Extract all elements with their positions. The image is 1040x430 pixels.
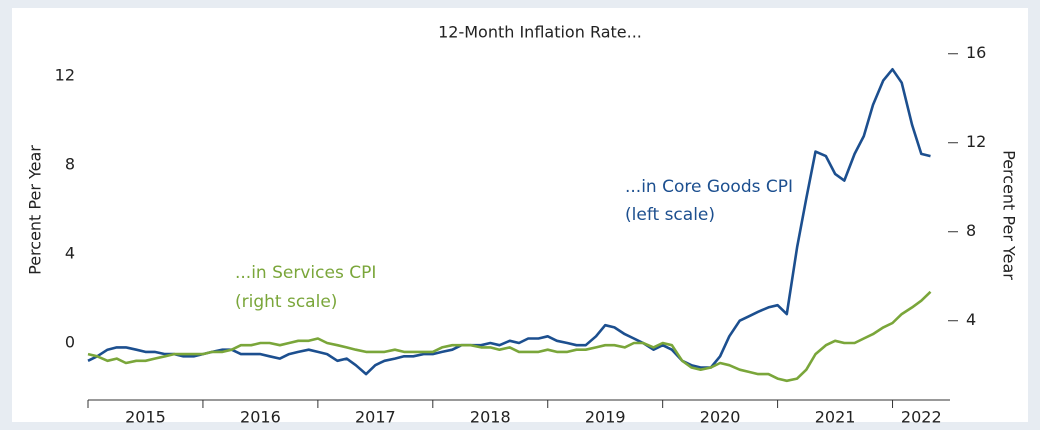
x-tick-label: 2019 <box>585 408 626 427</box>
x-tick-label: 2020 <box>700 408 741 427</box>
annotation: ...in Core Goods CPI <box>625 177 793 197</box>
x-tick-label: 2022 <box>901 408 942 427</box>
y2-tick-label: 4 <box>966 310 976 329</box>
y-tick-label: 0 <box>65 332 75 351</box>
y2-tick-label: 16 <box>966 43 986 62</box>
x-tick-label: 2015 <box>125 408 166 427</box>
x-tick-label: 2016 <box>240 408 281 427</box>
y2-tick-label: 12 <box>966 132 986 151</box>
chart-title: 12-Month Inflation Rate... <box>438 23 642 42</box>
x-tick-label: 2021 <box>815 408 856 427</box>
annotation: (left scale) <box>625 205 715 225</box>
y-tick-label: 8 <box>65 154 75 173</box>
y-tick-label: 4 <box>65 243 75 262</box>
x-tick-label: 2018 <box>470 408 511 427</box>
plot-panel <box>12 8 1028 422</box>
y-axis-label: Percent Per Year <box>26 145 45 275</box>
y2-tick-label: 8 <box>966 221 976 240</box>
annotation: ...in Services CPI <box>235 263 376 283</box>
y2-axis-label: Percent Per Year <box>1000 150 1019 280</box>
series-line <box>87 290 932 383</box>
x-tick-label: 2017 <box>355 408 396 427</box>
annotation: (right scale) <box>235 292 337 312</box>
y-tick-label: 12 <box>55 65 75 84</box>
